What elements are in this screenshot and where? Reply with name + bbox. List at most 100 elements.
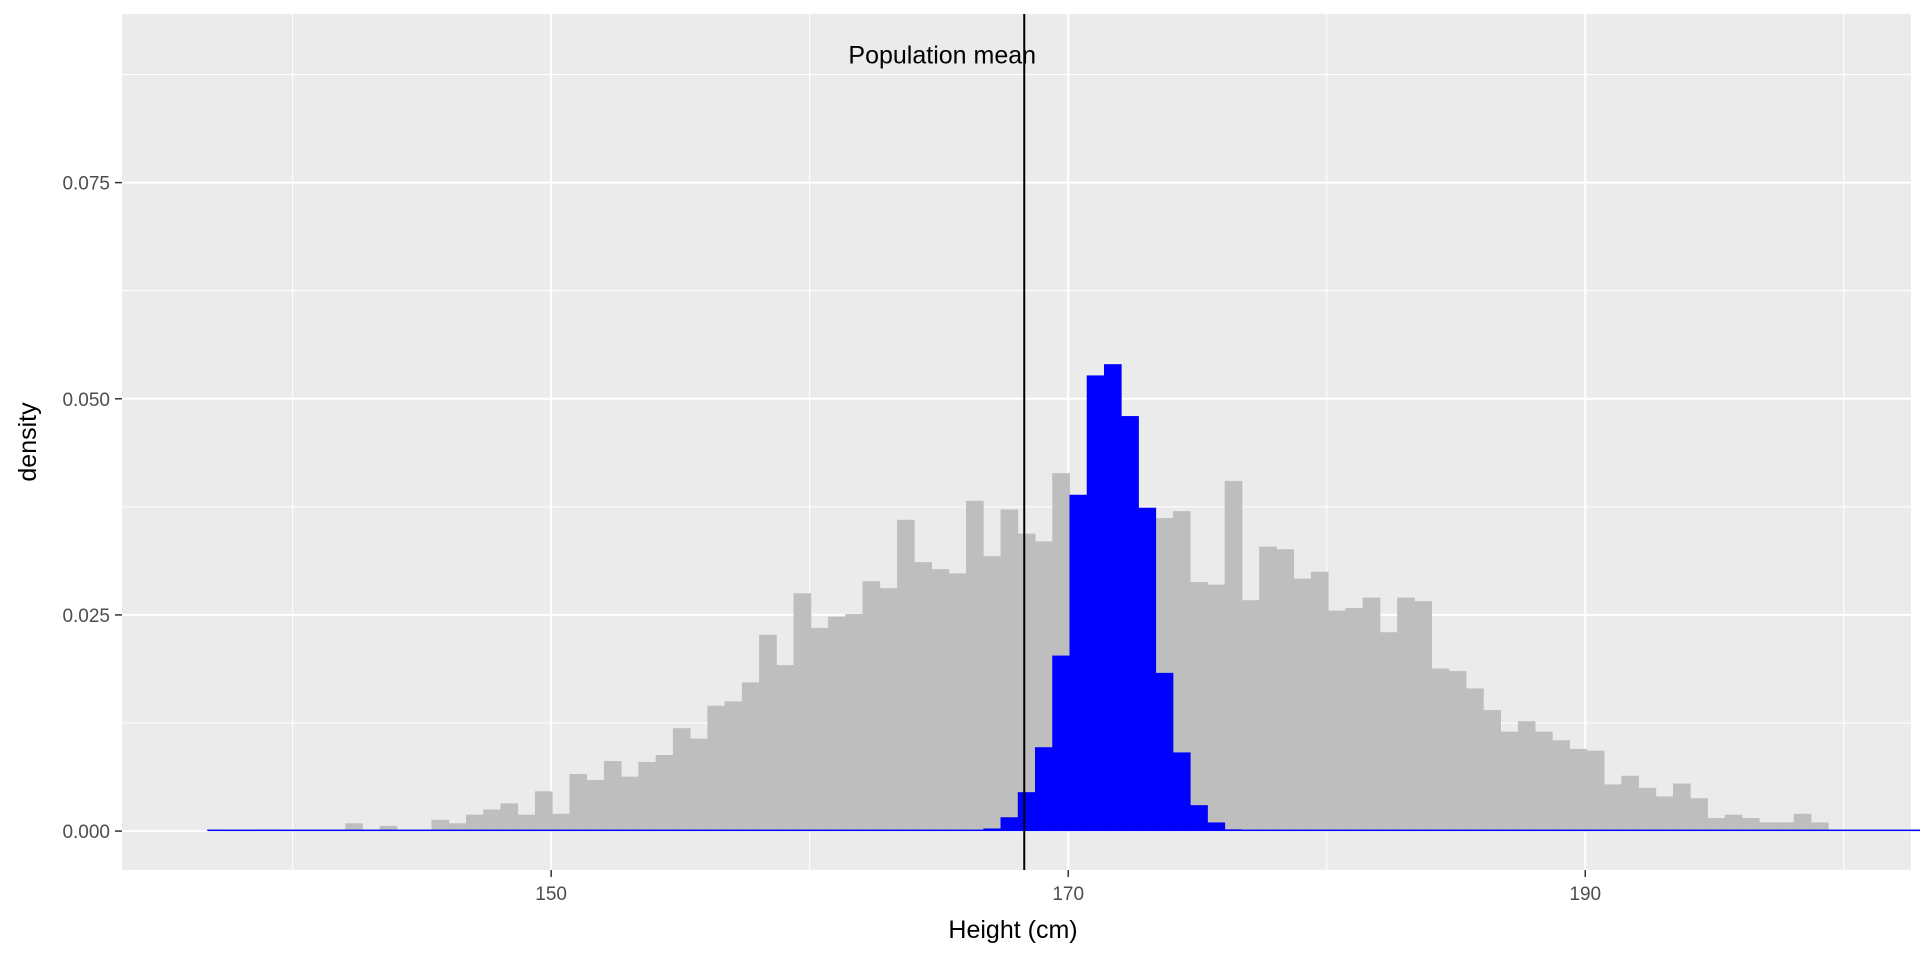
sample-mean-bar xyxy=(1207,822,1226,832)
population-bar xyxy=(1517,721,1536,832)
population-bar xyxy=(1535,731,1553,832)
sample-mean-bar xyxy=(1155,672,1174,832)
sample-mean-bar xyxy=(879,829,898,832)
population-bar xyxy=(1241,600,1260,832)
sample-mean-bar xyxy=(483,829,501,832)
sample-mean-bar xyxy=(1069,494,1088,832)
sample-mean-bar xyxy=(1190,805,1208,832)
sample-mean-bar xyxy=(259,829,277,832)
sample-mean-bar xyxy=(1862,829,1881,832)
population-bar xyxy=(1414,601,1433,832)
sample-mean-bar xyxy=(1345,829,1364,832)
sample-mean-bar xyxy=(741,829,760,832)
sample-mean-bar xyxy=(759,829,777,832)
sample-mean-bar xyxy=(914,829,932,832)
sample-mean-bar xyxy=(1845,829,1864,832)
sample-mean-bar xyxy=(621,829,639,832)
population-bar xyxy=(1328,610,1346,832)
sample-mean-bar xyxy=(1569,829,1588,832)
population-bar xyxy=(552,813,570,832)
y-tick-label: 0.000 xyxy=(62,822,110,843)
population-bar xyxy=(810,627,829,832)
sample-mean-bar xyxy=(517,829,536,832)
population-bar xyxy=(1776,822,1795,832)
population-bar xyxy=(759,634,777,832)
population-bar xyxy=(586,780,605,832)
x-tick-label: 170 xyxy=(1052,884,1084,905)
sample-mean-bar xyxy=(1138,507,1157,832)
population-bar xyxy=(1224,480,1243,832)
sample-mean-bar xyxy=(1328,829,1346,832)
sample-mean-bar xyxy=(638,829,657,832)
sample-mean-bar xyxy=(828,829,846,832)
y-tick-label: 0.025 xyxy=(62,606,110,627)
sample-mean-bar xyxy=(1414,829,1433,832)
population-bar xyxy=(1638,787,1657,832)
sample-mean-bar xyxy=(534,829,553,832)
population-bar xyxy=(1759,822,1777,832)
population-bar xyxy=(914,562,932,832)
sample-mean-bar xyxy=(328,829,346,832)
sample-mean-bar xyxy=(500,829,519,832)
sample-mean-bar xyxy=(1000,817,1019,832)
population-bar xyxy=(517,814,536,832)
population-bar xyxy=(1810,822,1829,832)
sample-mean-bar xyxy=(207,829,225,832)
population-bar xyxy=(1552,740,1570,832)
population-bar xyxy=(1310,571,1329,832)
x-axis: 150 170 190 xyxy=(535,870,1601,905)
sample-mean-bar xyxy=(966,829,984,832)
sample-mean-bar xyxy=(552,829,570,832)
sample-mean-bar xyxy=(1724,829,1743,832)
x-tick-label: 190 xyxy=(1569,884,1601,905)
population-bar xyxy=(707,705,726,832)
sample-mean-bar xyxy=(1638,829,1657,832)
population-bar xyxy=(1379,632,1398,832)
sample-mean-bar xyxy=(1828,829,1846,832)
population-bar xyxy=(1466,688,1484,832)
sample-mean-bar xyxy=(897,829,915,832)
population-bar xyxy=(1431,668,1450,832)
population-bar xyxy=(1569,748,1588,832)
sample-mean-bar xyxy=(1517,829,1536,832)
population-bar xyxy=(431,819,450,832)
sample-mean-bar xyxy=(1052,655,1070,832)
sample-mean-bar xyxy=(862,829,881,832)
y-axis: 0.000 0.025 0.050 0.075 xyxy=(62,174,122,843)
sample-mean-bar xyxy=(948,829,967,832)
population-bar xyxy=(828,616,846,832)
sample-mean-bar xyxy=(1759,829,1777,832)
sample-mean-bar xyxy=(931,829,950,832)
sample-mean-bar xyxy=(1483,829,1501,832)
population-bar xyxy=(603,761,622,832)
population-bar xyxy=(690,738,708,832)
population-bar xyxy=(793,593,812,832)
sample-mean-bar xyxy=(1586,829,1605,832)
minor-gridlines xyxy=(122,14,1911,870)
population-bar xyxy=(345,823,363,832)
population-bar xyxy=(1000,509,1019,832)
sample-mean-bar xyxy=(1397,829,1415,832)
sample-mean-bar xyxy=(362,829,381,832)
sample-mean-bar xyxy=(1707,829,1726,832)
sample-mean-bar xyxy=(241,829,260,832)
x-tick-label: 150 xyxy=(535,884,567,905)
population-bar xyxy=(1483,710,1501,832)
population-bar xyxy=(1655,796,1674,832)
population-bar xyxy=(500,803,519,832)
population-mean-label: Population mean xyxy=(848,42,1036,70)
population-bar xyxy=(655,755,674,832)
sample-mean-bar xyxy=(1121,416,1139,832)
population-bar xyxy=(1604,784,1622,832)
population-bar xyxy=(1276,549,1295,832)
sample-mean-bar xyxy=(672,829,691,832)
sample-mean-bar xyxy=(1086,375,1105,832)
population-bar xyxy=(621,776,639,832)
population-bar xyxy=(1172,511,1191,832)
sample-mean-bar xyxy=(276,829,294,832)
sample-mean-bar xyxy=(1879,829,1898,832)
sample-mean-bar xyxy=(845,829,863,832)
population-bar xyxy=(1017,533,1036,832)
sample-mean-bar xyxy=(1810,829,1829,832)
sample-mean-bar xyxy=(1914,829,1920,832)
